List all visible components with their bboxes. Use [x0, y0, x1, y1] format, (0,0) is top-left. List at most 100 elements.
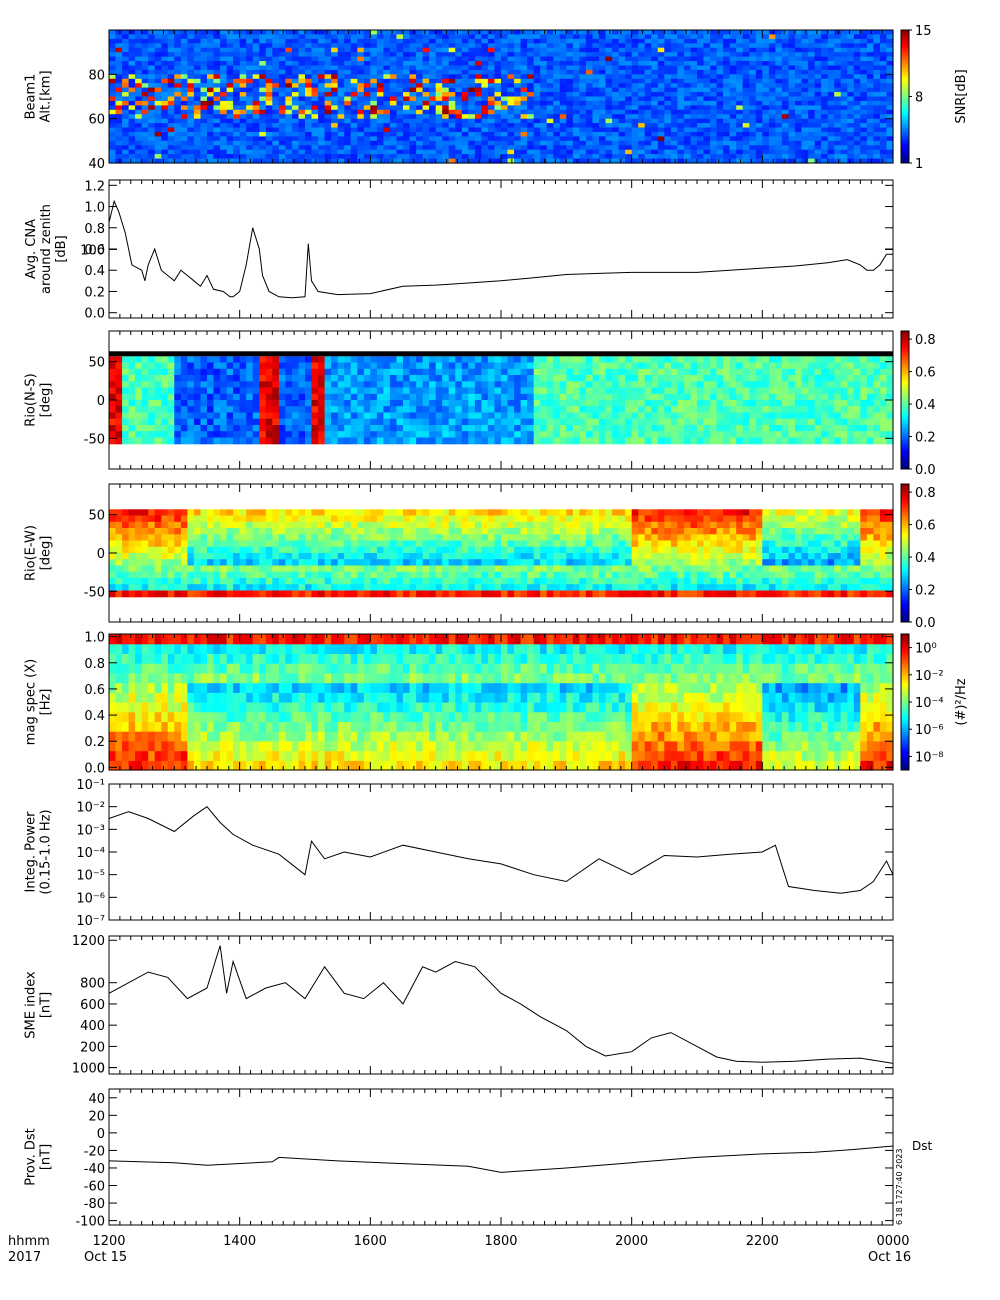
y-axis-label: Rio(E-W) [24, 525, 39, 581]
panel-6: 10⁻⁷ 10⁻⁶ 10⁻⁵ 10⁻⁴ 10⁻³ 10⁻² 10⁻¹ Integ. Power… [24, 778, 894, 929]
y-axis-label: Prov. Dst [24, 1128, 39, 1185]
y-tick-label: -80 [84, 1197, 105, 1212]
y-tick-label: -50 [84, 432, 105, 447]
colorbar-tick-label: 10⁰ [915, 642, 937, 657]
y-tick-label: 0 [97, 394, 105, 409]
y-axis-label: Alt.[km] [39, 70, 54, 122]
y-tick-label: 0.6 [84, 243, 105, 258]
colorbar-tick-label: 8 [915, 91, 923, 106]
colorbar-frame [900, 330, 910, 470]
colorbar-tick-label: 0.2 [915, 431, 936, 446]
series-label-dst: Dst [912, 1139, 932, 1153]
y-tick-label: 40 [88, 157, 105, 172]
y-tick-label: 10⁻⁶ [76, 891, 105, 906]
colorbar-label: (#)²/Hz [954, 678, 969, 725]
y-tick-label: 10⁻³ [76, 823, 105, 838]
panel-3: -50 0 50 Rio(N-S) [deg] 0.0 0.2 0.4 0.6 0.8 [24, 330, 936, 478]
data-line [108, 806, 894, 894]
y-tick-label: 200 [80, 1040, 105, 1055]
y-tick-label: -60 [84, 1180, 105, 1195]
heatmap-cells [109, 351, 894, 445]
y-tick-label: 0.4 [84, 264, 105, 279]
heatmap-cells [109, 634, 894, 771]
time-tick-label: 1600 [354, 1234, 387, 1249]
y-axis-label: Integ. Power [24, 811, 39, 893]
colorbar-label: SNR[dB] [954, 69, 969, 123]
y-tick-label: 0.0 [84, 307, 105, 322]
y-tick-label: 0.8 [84, 657, 105, 672]
y-tick-label: 50 [88, 509, 105, 524]
data-line [108, 945, 894, 1064]
y-tick-label: 0.4 [84, 709, 105, 724]
time-tick-label: 1800 [484, 1234, 517, 1249]
y-tick-label: 10⁻⁵ [76, 869, 105, 884]
y-tick-label: 40 [88, 1092, 105, 1107]
y-tick-label: 10⁻¹ [76, 778, 105, 793]
y-tick-label: 0.2 [84, 285, 105, 300]
rio-ns-top-band [109, 351, 893, 357]
y-tick-label: 0.0 [84, 761, 105, 776]
colorbar-tick-label: 0.4 [915, 398, 936, 413]
y-tick-label: 10⁻² [76, 801, 105, 816]
y-axis-label: around zenith [39, 204, 54, 294]
time-tick-label: 1400 [223, 1234, 256, 1249]
time-tick-label: 1200 [92, 1234, 125, 1249]
y-tick-label: 0.6 [84, 683, 105, 698]
y-tick-label: -20 [84, 1144, 105, 1159]
panel-1: 40 60 80 100 Beam1 Alt.[km] 1 8 15 SNR[dB] [24, 24, 970, 258]
y-tick-label: 0 [97, 1062, 105, 1077]
panel-5: 0.0 0.2 0.4 0.6 0.8 1.0 mag spec (X) [Hz] 10⁰ 10⁻… [24, 631, 970, 777]
y-tick-label: 1.2 [84, 179, 105, 194]
colorbar-tick-label: 0.6 [915, 366, 936, 381]
time-axis-row1-label: hhmm [8, 1234, 50, 1249]
y-tick-label: 60 [88, 113, 105, 128]
colorbar-tick-label: 0.4 [915, 551, 936, 566]
y-tick-label: 0 [97, 547, 105, 562]
colorbar-tick-label: 10⁻⁴ [915, 696, 944, 711]
colorbar-tick-label: 15 [915, 24, 932, 39]
time-axis: hhmm 2017 Oct 15 Oct 16 1200 1400 1600 1800… [8, 1234, 911, 1265]
time-axis-start-date: Oct 15 [84, 1250, 127, 1265]
colorbar-tick-label: 1 [915, 157, 923, 172]
panel-7: 0 200 400 600 800 1000 1200 SME index [nT] [24, 934, 894, 1077]
y-tick-label: 80 [88, 68, 105, 83]
y-tick-label: 10⁻⁷ [76, 914, 105, 929]
y-tick-label: 400 [80, 1019, 105, 1034]
y-tick-label: 1.0 [84, 201, 105, 216]
colorbar: 10⁰ 10⁻² 10⁻⁴ 10⁻⁶ 10⁻⁸ (#)²/Hz [900, 633, 969, 771]
panel-8: Dst -100 -80 -60 -40 -20 0 20 40 Prov. Dst [nT] [24, 1088, 932, 1230]
colorbar-tick-label: 0.0 [915, 463, 936, 478]
colorbar-tick-label: 0.2 [915, 584, 936, 599]
y-axis-label: [dB] [54, 235, 69, 262]
time-axis-row2-label: 2017 [8, 1250, 41, 1265]
colorbar: 1 8 15 SNR[dB] [900, 24, 969, 172]
plot-frame [108, 783, 894, 921]
y-tick-label: 1200 [72, 934, 105, 949]
y-axis-label: [nT] [39, 992, 54, 1018]
y-tick-label: -40 [84, 1162, 105, 1177]
time-axis-end-date: Oct 16 [868, 1250, 911, 1265]
panel-4: -50 0 50 Rio(E-W) [deg] 0.0 0.2 0.4 0.6 0.8 [24, 483, 936, 631]
y-tick-label: 600 [80, 998, 105, 1013]
y-axis-label: [deg] [39, 383, 54, 418]
y-axis-label: (0.15-1.0 Hz) [39, 809, 54, 894]
y-tick-label: 0.2 [84, 735, 105, 750]
time-tick-label: 0000 [876, 1234, 909, 1249]
colorbar-frame [900, 483, 910, 623]
y-tick-label: 20 [88, 1109, 105, 1124]
y-axis-label: Rio(N-S) [24, 373, 39, 426]
colorbar-tick-label: 0.6 [915, 519, 936, 534]
panel-2: 0.0 0.2 0.4 0.6 0.8 1.0 1.2 Avg. CNA around zeni… [24, 179, 894, 322]
y-tick-label: 1.0 [84, 631, 105, 646]
y-tick-label: -100 [75, 1215, 105, 1230]
colorbar-tick-label: 0.0 [915, 616, 936, 631]
data-line [108, 199, 893, 299]
time-tick-label: 2000 [615, 1234, 648, 1249]
y-axis-label: [nT] [39, 1144, 54, 1170]
y-axis-label: [Hz] [39, 689, 54, 716]
y-tick-label: 1000 [72, 1062, 105, 1077]
colorbar-tick-label: 0.8 [915, 486, 936, 501]
colorbar-tick-label: 10⁻⁸ [915, 750, 944, 765]
